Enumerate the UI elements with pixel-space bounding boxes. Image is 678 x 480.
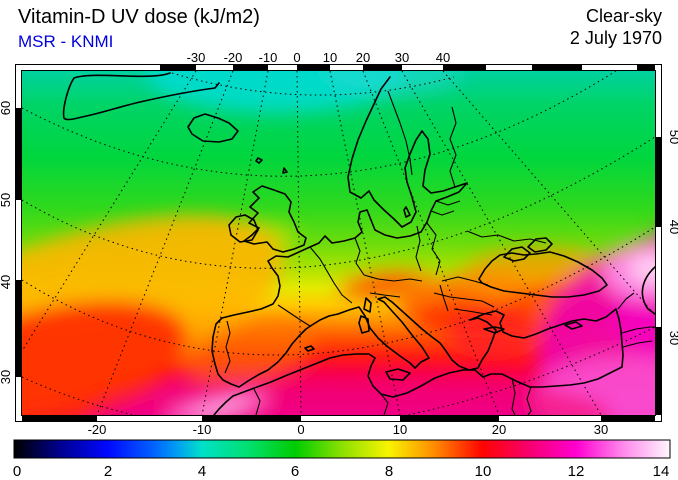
europe-africa-coast — [211, 76, 624, 415]
greenland-coast — [62, 72, 220, 121]
bottom-tick-label: 0 — [297, 422, 304, 437]
colorbar: 0 2 4 6 8 10 12 14 — [13, 439, 671, 480]
sardinia-coast — [358, 315, 370, 334]
colorbar-tick-label: 10 — [475, 463, 492, 480]
left-tick-label: 40 — [0, 275, 13, 289]
bottom-tick-label: 10 — [393, 422, 407, 437]
colorbar-tick-label: 0 — [13, 463, 21, 480]
top-tick-label: 30 — [395, 50, 409, 65]
top-tick-label: -10 — [259, 50, 278, 65]
top-tick-label: 0 — [293, 50, 300, 65]
colorbar-labels: 0 2 4 6 8 10 12 14 — [13, 463, 670, 480]
map-frame — [15, 64, 662, 422]
coastlines — [62, 72, 655, 415]
colorbar-tick-label: 4 — [198, 463, 206, 480]
iceland-coast — [187, 113, 239, 143]
top-tick-label: -30 — [187, 50, 206, 65]
bottom-tick-label: -20 — [88, 422, 107, 437]
right-tick-label: 30 — [667, 331, 678, 345]
right-tick-label: 50 — [667, 130, 678, 144]
caspian-coast — [641, 266, 655, 315]
page-title: Vitamin-D UV dose (kJ/m2) — [18, 6, 260, 28]
colorbar-tick-label: 12 — [568, 463, 585, 480]
frame-black-segments — [16, 65, 661, 421]
map-area — [22, 71, 655, 415]
crete-coast — [483, 326, 505, 334]
country-borders — [224, 90, 655, 415]
top-tick-label: -20 — [224, 50, 243, 65]
colorbar-tick-label: 8 — [385, 463, 393, 480]
bottom-tick-label: 20 — [492, 422, 506, 437]
axis-labels: -30 -20 -10 0 10 20 30 40 -20 -10 0 10 2… — [0, 50, 678, 437]
top-tick-label: 10 — [323, 50, 337, 65]
sky-condition-label: Clear-sky — [585, 6, 662, 26]
left-tick-label: 30 — [0, 370, 13, 384]
top-tick-label: 40 — [436, 50, 450, 65]
right-tick-label: 40 — [667, 220, 678, 234]
graticule — [22, 71, 655, 415]
left-tick-label: 50 — [0, 193, 13, 207]
top-tick-label: 20 — [356, 50, 370, 65]
great-britain-coast — [243, 185, 307, 253]
ireland-coast — [228, 214, 259, 243]
date-label: 2 July 1970 — [569, 28, 662, 48]
bottom-tick-label: 30 — [594, 422, 608, 437]
colorbar-gradient — [13, 439, 671, 459]
data-source-label: MSR - KNMI — [18, 32, 114, 51]
colorbar-tick-label: 6 — [291, 463, 299, 480]
sicily-coast — [385, 368, 411, 381]
left-tick-label: 60 — [0, 101, 13, 115]
cyprus-coast — [564, 321, 583, 330]
corsica-coast — [363, 297, 372, 313]
uv-dose-anomalies — [22, 71, 655, 415]
bottom-tick-label: -10 — [193, 422, 212, 437]
crimea-coast — [503, 246, 531, 262]
colorbar-tick-label: 2 — [104, 463, 112, 480]
colorbar-tick-label: 14 — [653, 463, 670, 480]
sea-of-azov-coast — [527, 237, 553, 253]
